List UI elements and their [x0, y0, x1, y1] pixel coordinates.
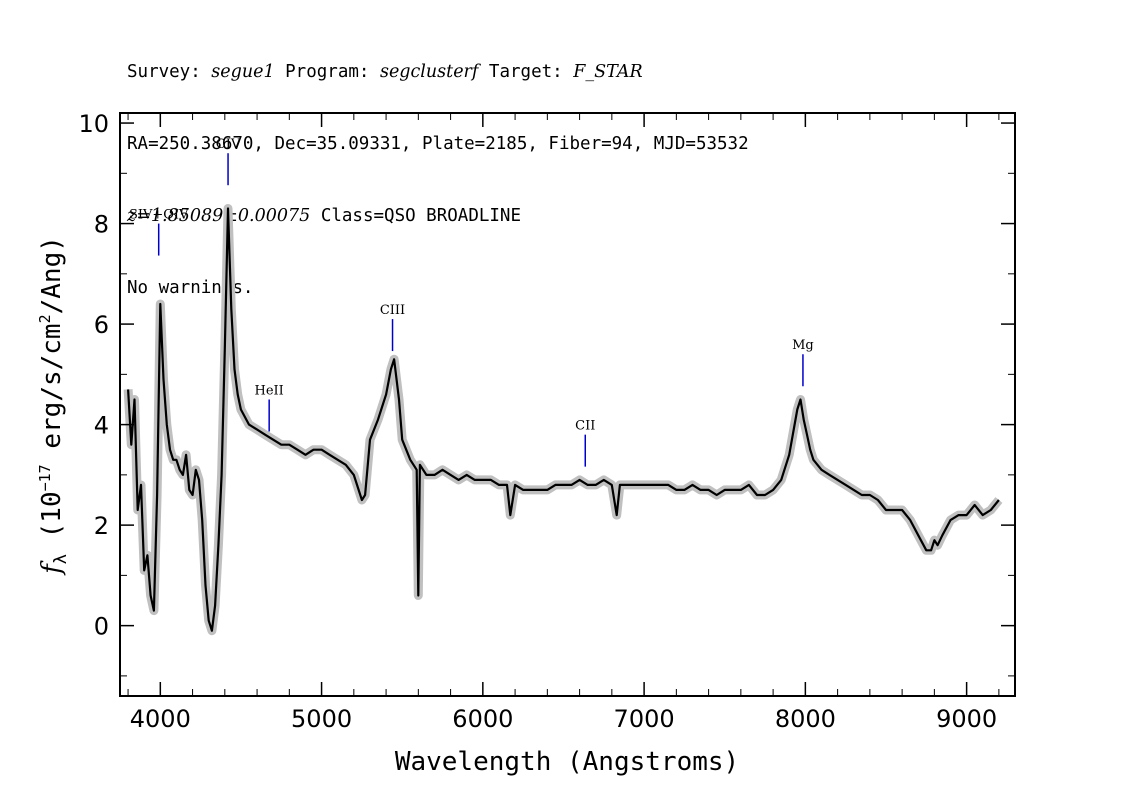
class-value: Class=QSO BROADLINE [310, 206, 521, 226]
survey-label: Survey: [127, 62, 212, 82]
y-tick-label: 0 [94, 613, 109, 641]
x-axis-title: Wavelength (Angstroms) [395, 747, 739, 777]
emission-line-label: CII [575, 419, 595, 434]
header-line-redshift: z=1.85089±0.00075 Class=QSO BROADLINE [127, 204, 749, 228]
header-line-survey: Survey: segue1 Program: segclusterf Targ… [127, 60, 749, 84]
axis-ticks: 4000 5000 6000 7000 8000 9000 0 2 4 6 8 10 [78, 110, 1015, 733]
header-line-coordinates: RA=250.38670, Dec=35.09331, Plate=2185, … [127, 134, 749, 154]
x-tick-label: 8000 [775, 705, 836, 733]
redshift-value: z=1.85089±0.00075 [127, 206, 311, 226]
target-label: Target: [478, 62, 574, 82]
y-tick-label: 8 [94, 211, 109, 239]
x-tick-label: 4000 [130, 705, 191, 733]
program-label: Program: [274, 62, 380, 82]
emission-line-label: SIV+OIV [129, 208, 189, 223]
plot-frame [119, 112, 1016, 697]
emission-line-label: CIII [380, 303, 405, 318]
target-value: F_STAR [573, 62, 643, 82]
emission-line-label: Mg [792, 338, 814, 353]
emission-line-layer: SIV+OIV CIV HeII CIII CII Mg [129, 137, 814, 467]
x-tick-label: 6000 [452, 705, 513, 733]
emission-line-label: HeII [255, 383, 284, 398]
error-band-layer [123, 204, 1003, 636]
x-tick-label: 7000 [614, 705, 675, 733]
spectrum-header: Survey: segue1 Program: segclusterf Targ… [127, 12, 749, 324]
x-tick-label: 9000 [936, 705, 997, 733]
survey-value: segue1 [211, 62, 275, 82]
flux-error-band [123, 204, 1003, 636]
flux-layer [127, 207, 1000, 632]
y-tick-label: 6 [94, 311, 109, 339]
emission-line-label: CIV [216, 137, 241, 152]
program-value: segclusterf [379, 62, 479, 82]
y-tick-label: 2 [94, 512, 109, 540]
y-tick-label: 4 [94, 412, 109, 440]
y-axis-title: fλ (10−17 erg/s/cm2/Ang) [36, 236, 71, 576]
y-tick-label: 10 [78, 110, 109, 138]
flux-series-line [127, 207, 1000, 632]
x-tick-label: 5000 [291, 705, 352, 733]
